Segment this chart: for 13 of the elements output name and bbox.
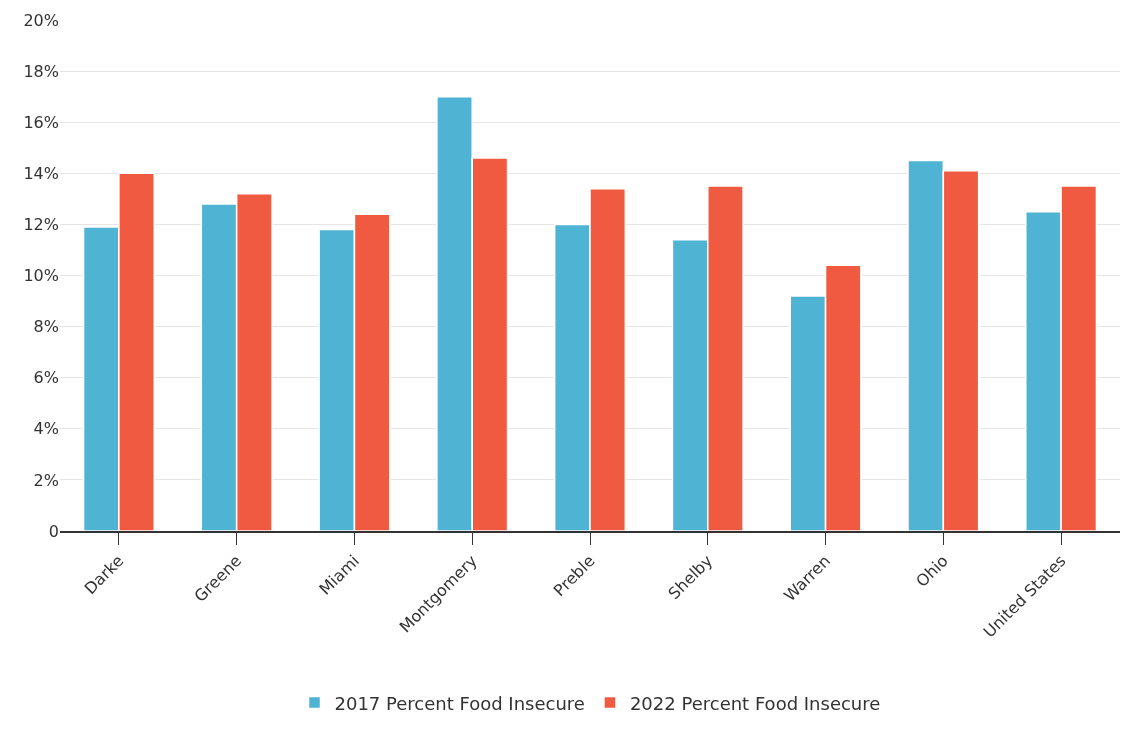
y-tick-label: 8%	[33, 317, 59, 337]
y-tick-label: 14%	[23, 163, 59, 183]
y-tick-label: 4%	[33, 419, 59, 439]
y-tick-label: 6%	[33, 368, 59, 388]
y-tick-label: 12%	[23, 215, 59, 234]
y-tick-label: 2%	[33, 470, 59, 490]
y-tick-label: 16%	[23, 112, 59, 132]
legend-label: 2022 Percent Food Insecure	[629, 692, 881, 714]
y-tick-label: 0	[48, 521, 59, 541]
y-tick-label: 10%	[23, 266, 59, 286]
y-tick-label: 20%	[23, 10, 59, 30]
y-tick-label: 18%	[23, 61, 59, 81]
legend-label: 2017 Percent Food Insecure	[334, 692, 585, 714]
